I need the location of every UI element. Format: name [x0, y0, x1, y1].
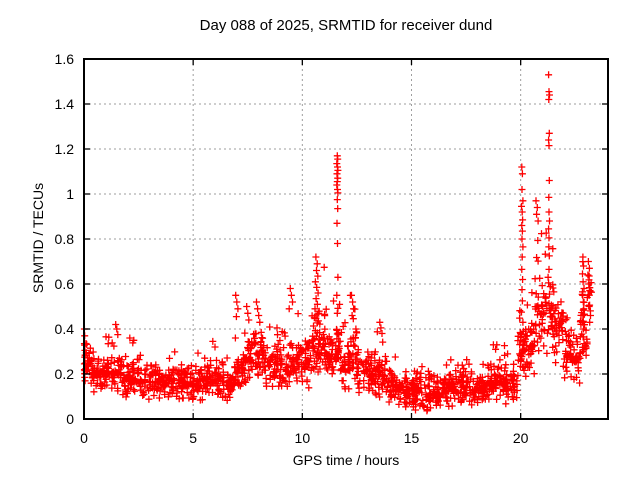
chart-title: Day 088 of 2025, SRMTID for receiver dun… [199, 17, 493, 34]
y-tick-label: 1.4 [55, 96, 75, 112]
y-tick-label: 0.6 [55, 276, 75, 292]
y-tick-label: 0.4 [55, 321, 75, 337]
y-axis-label: SRMTID / TECUs [30, 182, 46, 294]
y-tick-label: 0.8 [55, 231, 75, 247]
x-tick-label: 5 [189, 430, 197, 446]
data-points [80, 71, 595, 415]
y-tick-label: 1.2 [55, 141, 75, 157]
x-tick-label: 0 [80, 430, 88, 446]
x-axis-label: GPS time / hours [292, 452, 400, 468]
y-tick-label: 0 [66, 411, 74, 427]
y-tick-label: 1 [66, 186, 74, 202]
x-tick-label: 10 [295, 430, 311, 446]
x-tick-label: 20 [513, 430, 529, 446]
y-tick-label: 1.6 [55, 51, 75, 67]
x-tick-label: 15 [404, 430, 420, 446]
y-tick-label: 0.2 [55, 366, 75, 382]
